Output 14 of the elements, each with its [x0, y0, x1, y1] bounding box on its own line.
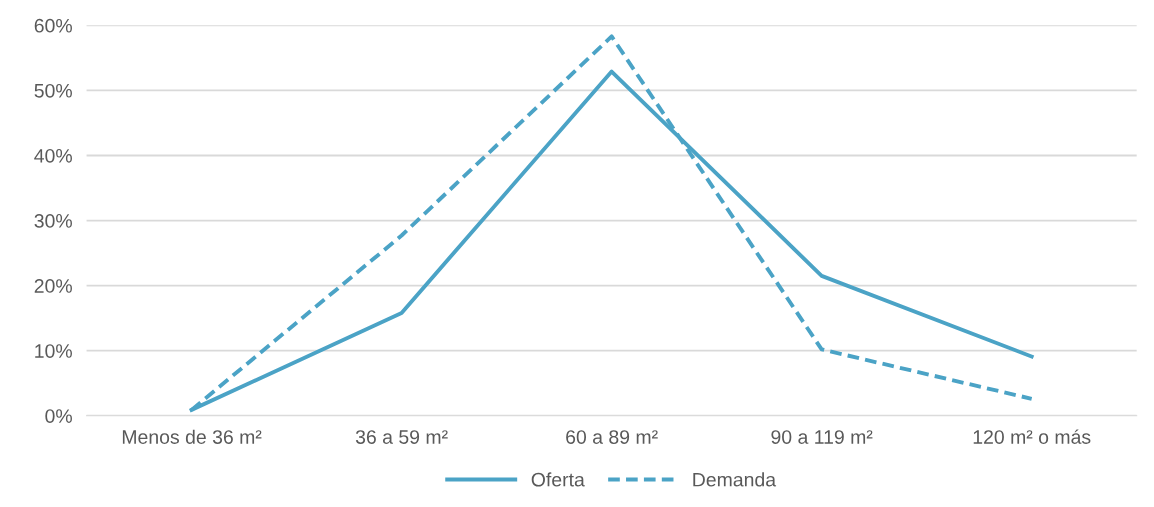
x-tick-label: 120 m² o más: [973, 429, 1091, 444]
y-tick-label: 40%: [34, 148, 72, 163]
x-tick-label: Menos de 36 m²: [122, 429, 262, 444]
x-tick-label: 90 a 119 m²: [771, 430, 873, 444]
y-tick-label: 20%: [34, 279, 72, 293]
y-tick-label: 30%: [34, 214, 72, 228]
y-tick-label: 0%: [45, 409, 72, 423]
x-tick-label: 60 a 89 m²: [566, 430, 658, 444]
x-tick-label: 36 a 59 m²: [355, 430, 448, 444]
y-tick-label: 10%: [35, 344, 72, 358]
y-tick-label: 50%: [34, 83, 72, 98]
legend-label: Oferta: [531, 472, 585, 487]
legend-label: Demanda: [693, 472, 777, 487]
y-tick-label: 60%: [34, 18, 72, 33]
